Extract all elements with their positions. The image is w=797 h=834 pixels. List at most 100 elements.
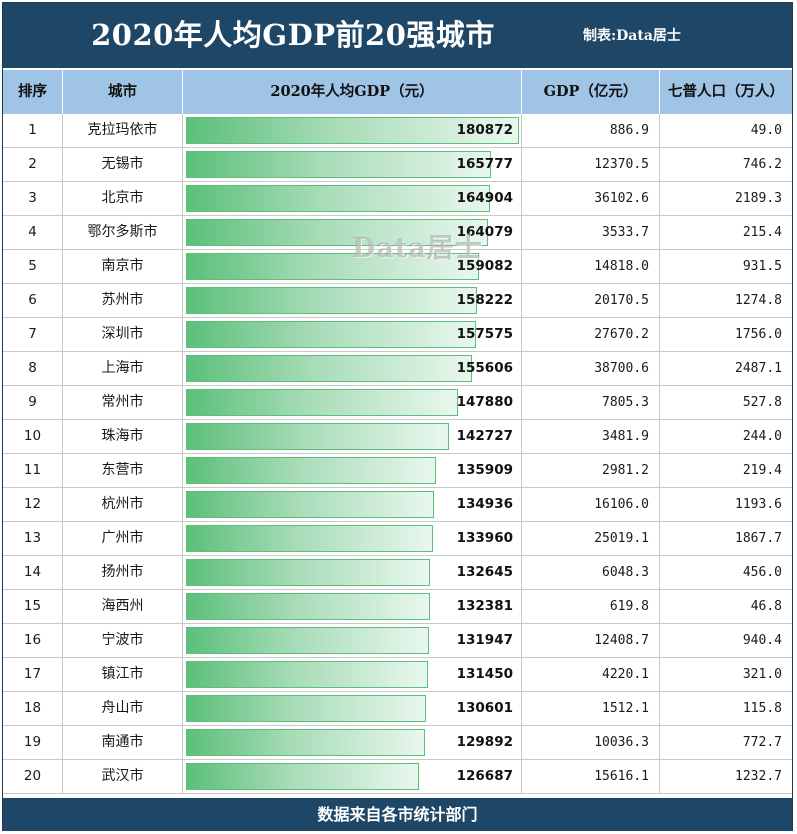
gdp-cell: 7805.3 [522, 386, 660, 419]
per-capita-gdp-cell: 130601 [183, 692, 522, 725]
header-rank: 排序 [3, 70, 63, 114]
rank-cell: 5 [3, 250, 63, 283]
table-row: 11 东营市 135909 2981.2 219.4 [3, 454, 792, 488]
gdp-cell: 2981.2 [522, 454, 660, 487]
per-capita-gdp-value: 164904 [456, 190, 513, 206]
population-cell: 2487.1 [735, 361, 782, 376]
table-row: 5 南京市 159082 14818.0 931.5 [3, 250, 792, 284]
rank-cell: 3 [3, 182, 63, 215]
population-cell: 244.0 [742, 429, 782, 444]
per-capita-gdp-bar [186, 219, 488, 246]
table-row: 15 海西州 132381 619.8 46.8 [3, 590, 792, 624]
per-capita-gdp-value: 142727 [456, 428, 513, 444]
rank-cell: 20 [3, 760, 63, 793]
population-cell: 46.8 [750, 599, 782, 614]
per-capita-gdp-value: 155606 [456, 360, 513, 376]
table-row: 12 杭州市 134936 16106.0 1193.6 [3, 488, 792, 522]
city-cell: 镇江市 [63, 658, 183, 691]
per-capita-gdp-cell: 134936 [183, 488, 522, 521]
per-capita-gdp-value: 157575 [456, 326, 513, 342]
gdp-cell: 38700.6 [522, 352, 660, 385]
city-cell: 无锡市 [63, 148, 183, 181]
page-title: 2020年人均GDP前20强城市 [91, 18, 495, 52]
rank-cell: 15 [3, 590, 63, 623]
table-row: 19 南通市 129892 10036.3 772.7 [3, 726, 792, 760]
city-cell: 上海市 [63, 352, 183, 385]
population-cell: 215.4 [742, 225, 782, 240]
city-cell: 南通市 [63, 726, 183, 759]
per-capita-gdp-cell: 142727 [183, 420, 522, 453]
population-cell: 1274.8 [735, 293, 782, 308]
footer-source: 数据来自各市统计部门 [3, 798, 792, 831]
per-capita-gdp-cell: 129892 [183, 726, 522, 759]
table-row: 7 深圳市 157575 27670.2 1756.0 [3, 318, 792, 352]
gdp-cell: 4220.1 [522, 658, 660, 691]
per-capita-gdp-cell: 164079 [183, 216, 522, 249]
rank-cell: 10 [3, 420, 63, 453]
per-capita-gdp-cell: 132645 [183, 556, 522, 589]
gdp-cell: 619.8 [522, 590, 660, 623]
table-row: 1 克拉玛依市 180872 886.9 49.0 [3, 114, 792, 148]
per-capita-gdp-bar [186, 763, 419, 790]
population-cell: 321.0 [742, 667, 782, 682]
gdp-cell: 6048.3 [522, 556, 660, 589]
per-capita-gdp-value: 165777 [456, 156, 513, 172]
city-cell: 宁波市 [63, 624, 183, 657]
rank-cell: 6 [3, 284, 63, 317]
gdp-cell: 27670.2 [522, 318, 660, 351]
gdp-cell: 25019.1 [522, 522, 660, 555]
per-capita-gdp-cell: 158222 [183, 284, 522, 317]
population-cell: 1193.6 [735, 497, 782, 512]
city-cell: 北京市 [63, 182, 183, 215]
header-population: 七普人口（万人） [668, 83, 784, 100]
per-capita-gdp-value: 158222 [456, 292, 513, 308]
per-capita-gdp-value: 129892 [456, 734, 513, 750]
table-header: 排序 城市 2020年人均GDP（元） GDP（亿元） 七普人口（万人） [3, 70, 792, 114]
per-capita-gdp-cell: 180872 [183, 114, 522, 147]
gdp-cell: 886.9 [522, 114, 660, 147]
per-capita-gdp-cell: 131450 [183, 658, 522, 691]
gdp-cell: 16106.0 [522, 488, 660, 521]
population-cell: 1756.0 [735, 327, 782, 342]
gdp-cell: 12408.7 [522, 624, 660, 657]
rank-cell: 2 [3, 148, 63, 181]
rank-cell: 7 [3, 318, 63, 351]
table-row: 2 无锡市 165777 12370.5 746.2 [3, 148, 792, 182]
per-capita-gdp-value: 131947 [456, 632, 513, 648]
per-capita-gdp-value: 132645 [456, 564, 513, 580]
city-cell: 武汉市 [63, 760, 183, 793]
population-cell: 940.4 [742, 633, 782, 648]
rank-cell: 4 [3, 216, 63, 249]
gdp-cell: 14818.0 [522, 250, 660, 283]
rank-cell: 14 [3, 556, 63, 589]
gdp-cell: 10036.3 [522, 726, 660, 759]
per-capita-gdp-cell: 157575 [183, 318, 522, 351]
rank-cell: 11 [3, 454, 63, 487]
per-capita-gdp-value: 131450 [456, 666, 513, 682]
table-row: 10 珠海市 142727 3481.9 244.0 [3, 420, 792, 454]
city-cell: 鄂尔多斯市 [63, 216, 183, 249]
population-cell: 772.7 [742, 735, 782, 750]
per-capita-gdp-cell: 132381 [183, 590, 522, 623]
table-row: 6 苏州市 158222 20170.5 1274.8 [3, 284, 792, 318]
gdp-cell: 3533.7 [522, 216, 660, 249]
table-row: 8 上海市 155606 38700.6 2487.1 [3, 352, 792, 386]
per-capita-gdp-bar [186, 117, 519, 144]
per-capita-gdp-value: 132381 [456, 598, 513, 614]
title-bar: 2020年人均GDP前20强城市 制表:Data居士 [3, 3, 792, 68]
per-capita-gdp-cell: 164904 [183, 182, 522, 215]
header-gdp: GDP（亿元） [522, 70, 660, 114]
per-capita-gdp-bar [186, 491, 434, 518]
table-row: 4 鄂尔多斯市 164079 3533.7 215.4 [3, 216, 792, 250]
rank-cell: 8 [3, 352, 63, 385]
credit-label: 制表:Data居士 [583, 28, 681, 44]
population-cell: 456.0 [742, 565, 782, 580]
per-capita-gdp-value: 126687 [456, 768, 513, 784]
per-capita-gdp-cell: 147880 [183, 386, 522, 419]
city-cell: 苏州市 [63, 284, 183, 317]
table-row: 14 扬州市 132645 6048.3 456.0 [3, 556, 792, 590]
per-capita-gdp-bar [186, 457, 436, 484]
table-row: 20 武汉市 126687 15616.1 1232.7 [3, 760, 792, 794]
per-capita-gdp-bar [186, 253, 479, 280]
per-capita-gdp-value: 159082 [456, 258, 513, 274]
